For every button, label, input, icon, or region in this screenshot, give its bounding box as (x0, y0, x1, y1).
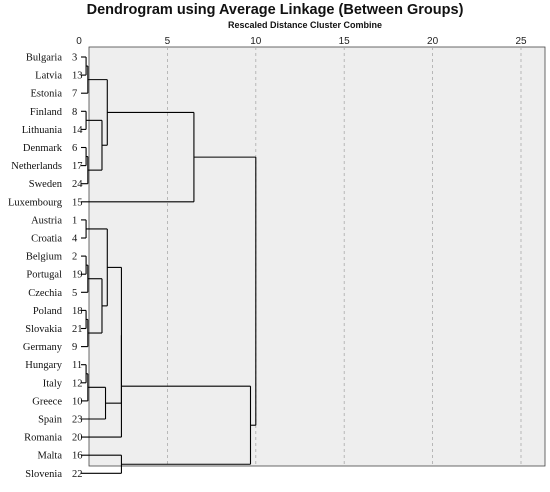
leaf-case-number: 7 (72, 89, 77, 100)
leaf-case-number: 1 (72, 215, 77, 226)
leaf-label: Netherlands (11, 161, 62, 172)
leaf-case-number: 21 (72, 324, 83, 335)
x-tick-label: 0 (76, 36, 82, 47)
leaf-label: Denmark (23, 143, 63, 154)
x-tick-label: 15 (339, 36, 351, 47)
plot-background (88, 46, 546, 467)
leaf-case-number: 2 (72, 252, 77, 263)
leaf-case-number: 24 (72, 179, 83, 190)
leaf-label-layer: Bulgaria 3 Latvia 13 Estonia 7 Finland 8 Lithuan… (8, 53, 83, 480)
leaf-label: Romania (24, 433, 62, 444)
leaf-label: Latvia (35, 71, 62, 82)
leaf-case-number: 3 (72, 53, 77, 64)
leaf-case-number: 19 (72, 270, 83, 281)
leaf-label: Spain (38, 415, 63, 426)
leaf-label: Italy (43, 378, 63, 389)
leaf-label: Finland (30, 107, 63, 118)
leaf-label: Greece (32, 396, 62, 407)
leaf-label: Austria (31, 215, 62, 226)
leaf-case-number: 10 (72, 396, 83, 407)
leaf-case-number: 23 (72, 415, 83, 426)
leaf-case-number: 16 (72, 451, 83, 462)
leaf-case-number: 18 (72, 306, 83, 317)
leaf-label: Czechia (28, 288, 62, 299)
leaf-label: Slovenia (25, 469, 62, 480)
leaf-case-number: 9 (72, 342, 77, 353)
leaf-case-number: 15 (72, 197, 83, 208)
leaf-case-number: 14 (72, 125, 83, 136)
leaf-case-number: 4 (72, 234, 78, 245)
x-tick-layer: 0 5 10 15 20 25 (76, 36, 527, 47)
leaf-label: Lithuania (22, 125, 63, 136)
leaf-label: Germany (23, 342, 63, 353)
leaf-case-number: 17 (72, 161, 83, 172)
x-tick-label: 25 (515, 36, 527, 47)
chart-title: Dendrogram using Average Linkage (Betwee… (86, 2, 464, 18)
leaf-case-number: 5 (72, 288, 77, 299)
leaf-label: Sweden (29, 179, 63, 190)
leaf-label: Poland (33, 306, 63, 317)
leaf-case-number: 13 (72, 71, 83, 82)
leaf-label: Luxembourg (8, 197, 63, 208)
x-axis-label: Rescaled Distance Cluster Combine (227, 20, 383, 30)
branch-layer (81, 56, 257, 474)
leaf-label: Portugal (26, 270, 62, 281)
leaf-case-number: 6 (72, 143, 77, 154)
leaf-case-number: 20 (72, 433, 83, 444)
leaf-case-number: 22 (72, 469, 83, 480)
leaf-label: Slovakia (25, 324, 62, 335)
leaf-label: Estonia (31, 89, 63, 100)
leaf-label: Hungary (25, 360, 62, 371)
leaf-label: Belgium (26, 252, 62, 263)
leaf-label: Malta (38, 451, 63, 462)
x-tick-label: 20 (427, 36, 439, 47)
x-tick-label: 5 (165, 36, 171, 47)
x-tick-label: 10 (250, 36, 262, 47)
leaf-label: Croatia (31, 234, 62, 245)
leaf-case-number: 8 (72, 107, 77, 118)
leaf-case-number: 12 (72, 378, 83, 389)
leaf-case-number: 11 (72, 360, 82, 371)
leaf-label: Bulgaria (26, 53, 62, 64)
